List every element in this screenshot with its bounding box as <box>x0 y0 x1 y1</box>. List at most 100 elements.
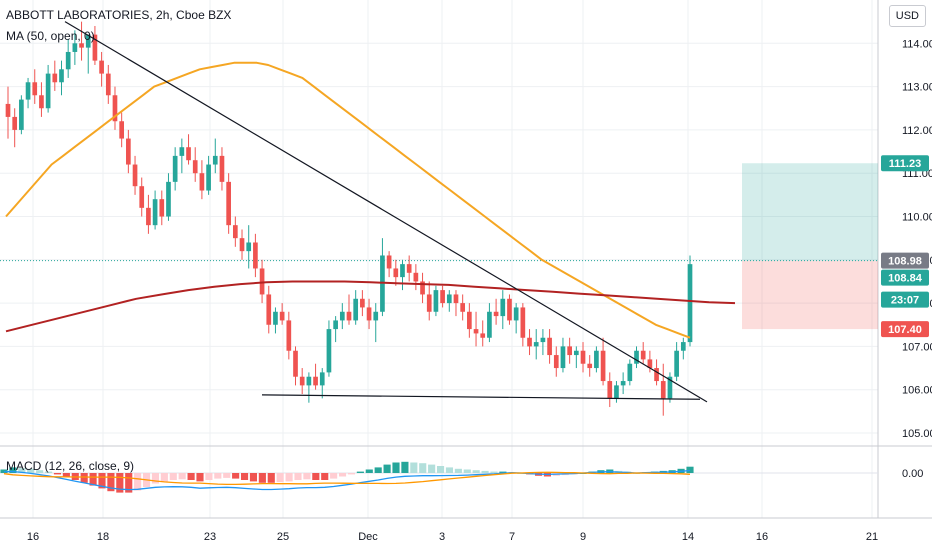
candle-body <box>533 342 539 347</box>
currency-button[interactable]: USD <box>888 5 926 27</box>
countdown-tag: 23:07 <box>881 291 929 308</box>
macd-bar <box>9 467 17 473</box>
candle-body <box>587 363 593 369</box>
candle-body <box>12 116 18 130</box>
ma-legend[interactable]: MA (50, open, 0) <box>6 29 95 43</box>
macd-bar <box>472 470 480 473</box>
macd-bar <box>285 473 293 482</box>
ma50-line <box>5 61 691 339</box>
candle-body <box>306 376 312 386</box>
macd-bar <box>445 467 454 473</box>
candle-body <box>273 311 278 325</box>
candle-body <box>232 225 238 239</box>
candle-body <box>19 99 24 130</box>
candle-body <box>333 320 338 330</box>
macd-bar <box>365 469 373 473</box>
candle-body <box>386 255 392 269</box>
macd-bar <box>490 471 498 473</box>
macd-bar <box>169 473 177 480</box>
candle-body <box>85 34 91 48</box>
candle-body <box>353 298 359 321</box>
macd-bar <box>410 462 418 473</box>
current-price-tag-bg <box>881 269 929 286</box>
candle-body <box>99 60 104 74</box>
candle-body <box>32 82 38 96</box>
target-price-tag-text: 111.23 <box>889 158 921 170</box>
macd-bar <box>303 473 311 480</box>
last-price-tag: 108.98 <box>881 252 929 269</box>
candle-body <box>400 264 405 278</box>
candle-body <box>152 199 158 226</box>
candle-body <box>547 337 552 356</box>
time-tick-label: 18 <box>97 531 109 543</box>
macd-bar <box>258 473 266 483</box>
time-tick-label: 16 <box>756 531 768 543</box>
macd-bar <box>401 461 409 473</box>
macd-bar <box>347 473 356 475</box>
macd-bar <box>98 473 106 489</box>
macd-tick-label: 0.00 <box>902 468 923 480</box>
candle-body <box>687 264 693 343</box>
candle-body <box>219 155 225 182</box>
countdown-tag-text: 23:07 <box>891 295 919 307</box>
macd-bar <box>330 473 338 479</box>
candle-body <box>105 73 111 96</box>
candle-body <box>406 264 412 273</box>
candle-body <box>299 376 305 386</box>
candle-body <box>433 290 439 312</box>
candle-body <box>212 155 218 165</box>
macd-bar <box>205 473 213 480</box>
candle-body <box>206 164 211 191</box>
time-tick-label: 14 <box>682 531 694 543</box>
time-tick-label: 3 <box>439 531 445 543</box>
candle-body <box>139 186 145 208</box>
candle-body <box>600 350 606 382</box>
candle-body <box>25 82 31 100</box>
candle-body <box>614 385 619 399</box>
macd-bar <box>338 473 347 477</box>
time-tick-label: 21 <box>866 531 878 543</box>
candle-body <box>520 307 526 338</box>
time-tick-label: Dec <box>358 531 378 543</box>
candle-body <box>393 268 399 278</box>
macd-legend[interactable]: MACD (12, 26, close, 9) <box>6 459 135 473</box>
candle-body <box>426 294 432 312</box>
candle-body <box>199 173 205 191</box>
candle-body <box>373 311 379 321</box>
price-tick-label: 112.00 <box>902 125 932 137</box>
candle-body <box>453 294 459 304</box>
time-tick-label: 16 <box>27 531 39 543</box>
candle-body <box>279 311 285 321</box>
macd-bar <box>419 463 427 473</box>
candle-body <box>540 337 546 343</box>
price-tick-label: 114.00 <box>902 38 932 50</box>
macd-bar <box>428 464 436 473</box>
stop-price-tag-bg <box>881 321 929 338</box>
current-price-tag-text: 108.84 <box>888 273 923 285</box>
price-tick-label: 113.00 <box>902 82 932 94</box>
price-tick-label: 105.00 <box>902 428 932 440</box>
symbol-legend[interactable]: ABBOTT LABORATORIES, 2h, Cboe BZX <box>6 8 232 22</box>
candle-body <box>654 368 659 382</box>
candle-body <box>172 155 178 182</box>
macd-bar <box>80 473 88 483</box>
candle-body <box>112 95 118 122</box>
macd-bar <box>160 473 168 482</box>
time-tick-label: 25 <box>277 531 289 543</box>
candle-body <box>580 350 586 364</box>
candle-body <box>413 272 419 282</box>
candle-body <box>259 268 265 295</box>
macd-bar <box>116 473 124 493</box>
candle-body <box>72 43 78 52</box>
candle-body <box>45 73 51 109</box>
falling-trendline <box>64 21 708 403</box>
macd-bar <box>62 473 70 478</box>
candle-body <box>92 34 98 61</box>
signal-line <box>3 471 691 486</box>
candle-body <box>79 43 84 48</box>
candle-body <box>500 298 506 317</box>
current-price-tag: 108.84 <box>881 269 929 286</box>
macd-bar <box>89 473 97 486</box>
macd-bar <box>178 473 186 480</box>
